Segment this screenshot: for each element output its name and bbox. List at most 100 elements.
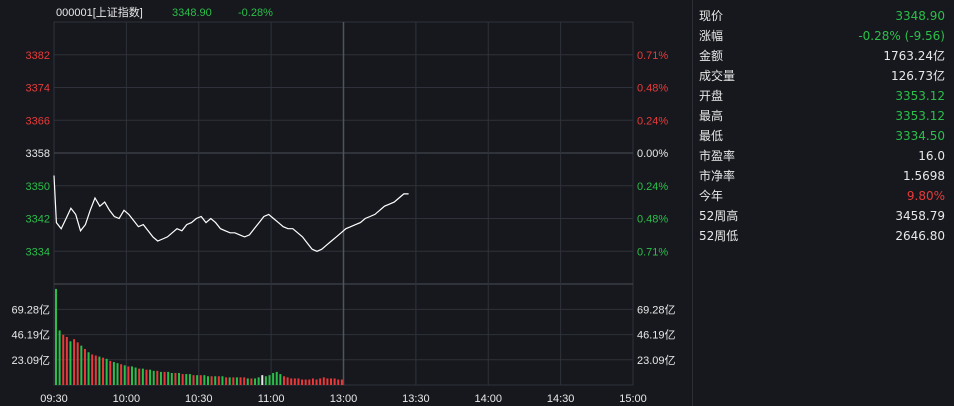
quote-value: 1.5698 (903, 169, 945, 183)
pct-tick-label: 0.71% (637, 50, 668, 62)
price-line-layer (53, 175, 409, 252)
volume-bar (76, 342, 79, 385)
quote-row: 52周高 3458.79 (699, 206, 945, 226)
quote-value: 1763.24亿 (883, 49, 945, 63)
quote-label: 52周高 (699, 209, 739, 223)
volume-bar (192, 375, 195, 385)
price-tick-label: 3334 (26, 246, 50, 258)
volume-tick-label-left: 23.09亿 (11, 354, 50, 367)
price-tick-label: 3382 (26, 50, 50, 62)
volume-bar (102, 357, 105, 385)
volume-bar (98, 356, 101, 385)
volume-bar (127, 366, 130, 385)
volume-bar (333, 378, 336, 385)
quote-row: 最高 3353.12 (699, 106, 945, 126)
volume-bar (275, 371, 278, 385)
volume-bar (326, 378, 329, 385)
volume-bar (80, 345, 83, 385)
price-tick-label: 3350 (26, 181, 50, 193)
pct-tick-label: 0.24% (637, 181, 668, 193)
quote-row: 52周低 2646.80 (699, 226, 945, 246)
quote-row: 成交量 126.73亿 (699, 66, 945, 86)
volume-bar (272, 372, 275, 385)
volume-bar (297, 378, 300, 385)
quote-label: 涨幅 (699, 29, 724, 43)
quote-row: 市盈率 16.0 (699, 146, 945, 166)
volume-bar (105, 358, 108, 385)
volume-bar (337, 379, 340, 385)
volume-bar (268, 375, 271, 385)
volume-bar (62, 334, 65, 385)
volume-bar (311, 378, 314, 385)
volume-bar (293, 378, 296, 385)
volume-bar (120, 364, 123, 385)
price-tick-label: 3342 (26, 214, 50, 226)
volume-bar (254, 378, 257, 385)
axis-labels: 3382 0.71% 3374 0.48% 3366 0.24% 3358 0.00% 3350… (11, 50, 675, 405)
quote-value: 3334.50 (895, 129, 945, 143)
quote-row: 涨幅 -0.28% (-9.56) (699, 26, 945, 46)
volume-bar (210, 376, 213, 385)
volume-bar (214, 376, 217, 385)
price-line (53, 175, 409, 252)
volume-bar (163, 371, 166, 385)
pct-tick-label: 0.24% (637, 115, 668, 127)
volume-bar (156, 370, 159, 385)
volume-bar (134, 367, 137, 385)
volume-tick-label-right: 46.19亿 (637, 329, 676, 342)
quote-label: 市盈率 (699, 149, 736, 163)
volume-bar (250, 378, 253, 385)
volume-bar (149, 369, 152, 385)
volume-bar (69, 341, 72, 385)
volume-bar (58, 330, 61, 385)
time-tick-label: 10:00 (113, 393, 141, 405)
time-tick-label: 14:00 (474, 393, 502, 405)
quote-row: 金额 1763.24亿 (699, 46, 945, 66)
volume-bar (246, 378, 249, 385)
volume-tick-label-left: 69.28亿 (11, 303, 50, 316)
volume-bar (282, 376, 285, 385)
volume-bar (91, 354, 94, 385)
volume-bar (319, 378, 322, 385)
pct-tick-label: 0.48% (637, 83, 668, 95)
volume-bar (315, 379, 318, 385)
volume-bar (203, 375, 206, 385)
volume-bar (308, 379, 311, 385)
volume-bar (228, 377, 231, 385)
volume-bar (340, 379, 343, 385)
header-change-pct: -0.28% (238, 7, 273, 19)
volume-bar (123, 365, 126, 385)
volume-bar (159, 371, 162, 385)
volume-bar (112, 362, 115, 385)
price-tick-label: 3358 (26, 148, 50, 160)
quote-label: 今年 (699, 189, 724, 203)
volume-bar (83, 348, 86, 385)
volume-bar (206, 376, 209, 385)
quote-panel: 现价 3348.90 涨幅 -0.28% (-9.56) 金额 1763.24亿 成交量 12… (692, 0, 954, 406)
volume-bar (130, 366, 133, 385)
quote-value: 3353.12 (895, 109, 945, 123)
quote-label: 最高 (699, 109, 724, 123)
time-tick-label: 09:30 (40, 393, 68, 405)
quote-label: 金额 (699, 49, 724, 63)
quote-label: 现价 (699, 9, 724, 23)
volume-bar (152, 370, 155, 385)
volume-bar (174, 372, 177, 385)
volume-bar (188, 374, 191, 385)
price-tick-label: 3374 (26, 83, 50, 95)
pct-tick-label: 0.71% (637, 246, 668, 258)
volume-bar (257, 377, 260, 385)
quote-row: 市净率 1.5698 (699, 166, 945, 186)
time-tick-label: 15:00 (619, 393, 647, 405)
volume-tick-label-right: 23.09亿 (637, 354, 676, 367)
quote-row: 今年 9.80% (699, 186, 945, 206)
volume-bar (170, 372, 173, 385)
volume-bar (138, 368, 141, 385)
volume-tick-label-left: 46.19亿 (11, 329, 50, 342)
volume-bar (261, 375, 264, 385)
volume-bar (141, 368, 144, 385)
volume-bars (55, 288, 343, 385)
volume-bar (235, 377, 238, 385)
intraday-chart[interactable]: 3382 0.71% 3374 0.48% 3366 0.24% 3358 0.00% 3350… (0, 0, 692, 406)
quote-row: 最低 3334.50 (699, 126, 945, 146)
